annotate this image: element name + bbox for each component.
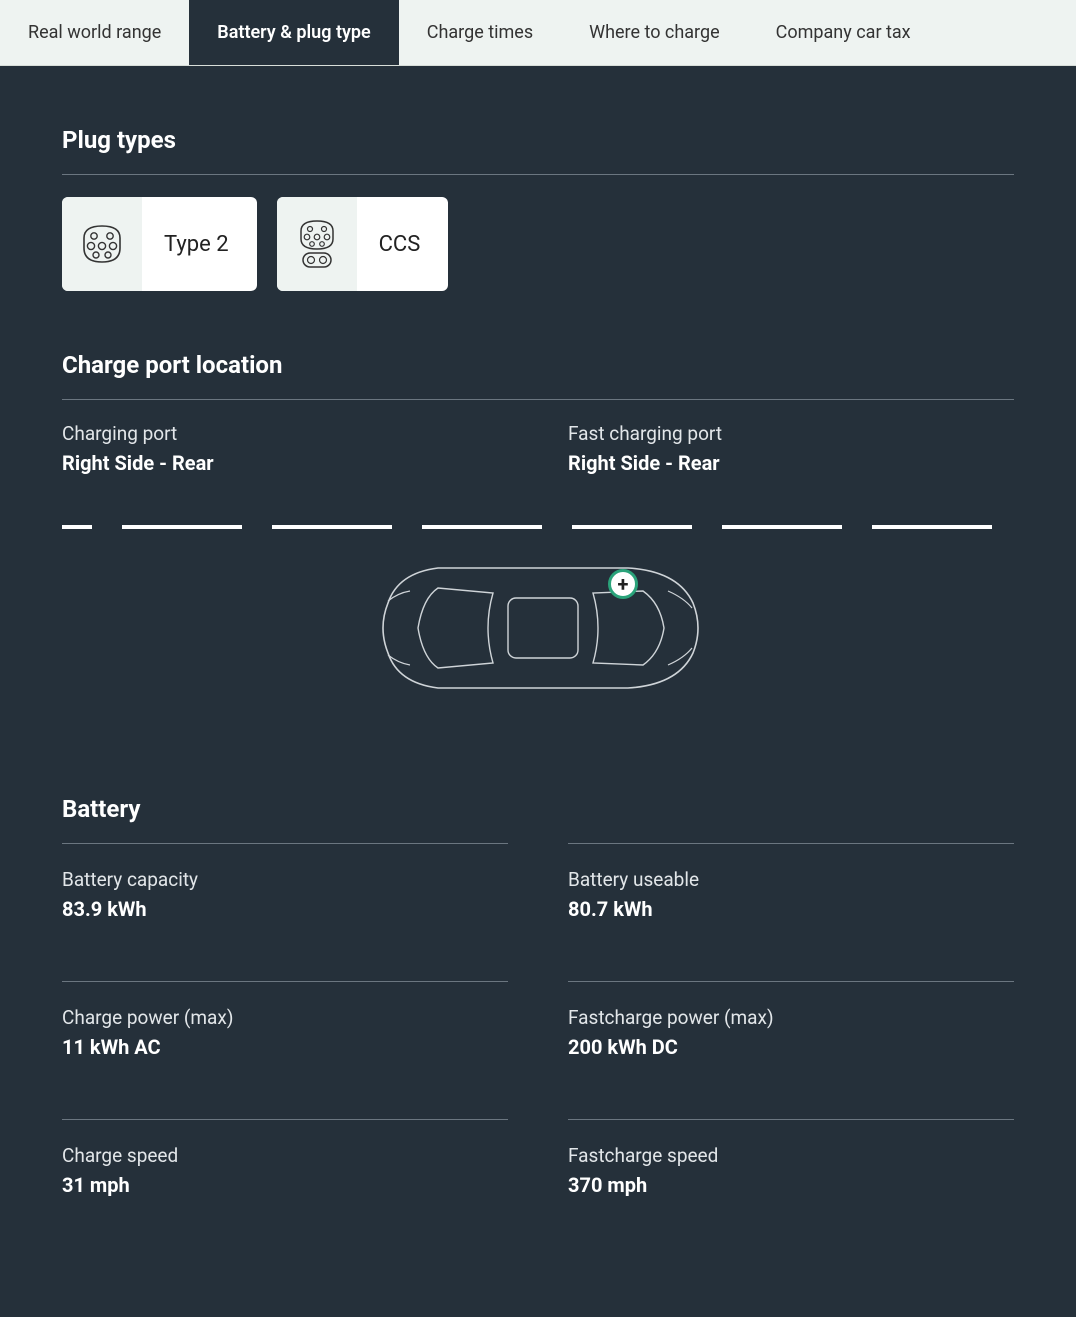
charge-port-marker[interactable]: + <box>608 569 638 599</box>
battery-label: Fastcharge power (max) <box>568 1006 1014 1029</box>
ccs-plug-icon <box>277 197 357 291</box>
port-fast: Fast charging port Right Side - Rear <box>568 422 1014 475</box>
car-outline: + <box>368 553 708 707</box>
battery-label: Charge speed <box>62 1144 508 1167</box>
port-grid: Charging port Right Side - Rear Fast cha… <box>62 422 1014 475</box>
section-title-plug-types: Plug types <box>62 126 1014 154</box>
port-label: Fast charging port <box>568 422 1014 445</box>
port-standard: Charging port Right Side - Rear <box>62 422 508 475</box>
tab-real-world-range[interactable]: Real world range <box>0 0 189 65</box>
battery-label: Battery capacity <box>62 868 508 891</box>
battery-value: 370 mph <box>568 1173 1014 1197</box>
battery-value: 31 mph <box>62 1173 508 1197</box>
charge-speed: Charge speed 31 mph <box>62 1119 508 1257</box>
battery-value: 11 kWh AC <box>62 1035 508 1059</box>
type2-plug-icon <box>62 197 142 291</box>
battery-value: 80.7 kWh <box>568 897 1014 921</box>
tab-company-car-tax[interactable]: Company car tax <box>748 0 939 65</box>
section-title-charge-port: Charge port location <box>62 351 1014 379</box>
road-line <box>62 525 1014 529</box>
port-value: Right Side - Rear <box>62 451 508 475</box>
battery-useable: Battery useable 80.7 kWh <box>568 843 1014 981</box>
battery-value: 83.9 kWh <box>62 897 508 921</box>
plug-label: Type 2 <box>142 232 257 257</box>
car-diagram: + <box>62 525 1014 725</box>
tab-where-to-charge[interactable]: Where to charge <box>561 0 748 65</box>
divider <box>62 399 1014 400</box>
fastcharge-speed: Fastcharge speed 370 mph <box>568 1119 1014 1257</box>
section-title-battery: Battery <box>62 795 1014 823</box>
plug-card-ccs[interactable]: CCS <box>277 197 449 291</box>
tab-battery-plug-type[interactable]: Battery & plug type <box>189 0 398 65</box>
battery-label: Charge power (max) <box>62 1006 508 1029</box>
battery-label: Battery useable <box>568 868 1014 891</box>
content-panel: Plug types Type 2 <box>0 66 1076 1317</box>
battery-value: 200 kWh DC <box>568 1035 1014 1059</box>
port-label: Charging port <box>62 422 508 445</box>
plug-label: CCS <box>357 232 449 257</box>
plug-types-row: Type 2 CCS <box>62 197 1014 291</box>
port-value: Right Side - Rear <box>568 451 1014 475</box>
fastcharge-power-max: Fastcharge power (max) 200 kWh DC <box>568 981 1014 1119</box>
divider <box>62 174 1014 175</box>
plug-card-type2[interactable]: Type 2 <box>62 197 257 291</box>
battery-grid: Battery capacity 83.9 kWh Battery useabl… <box>62 843 1014 1257</box>
charge-power-max: Charge power (max) 11 kWh AC <box>62 981 508 1119</box>
battery-label: Fastcharge speed <box>568 1144 1014 1167</box>
tab-bar: Real world range Battery & plug type Cha… <box>0 0 1076 66</box>
tab-charge-times[interactable]: Charge times <box>399 0 561 65</box>
battery-capacity: Battery capacity 83.9 kWh <box>62 843 508 981</box>
